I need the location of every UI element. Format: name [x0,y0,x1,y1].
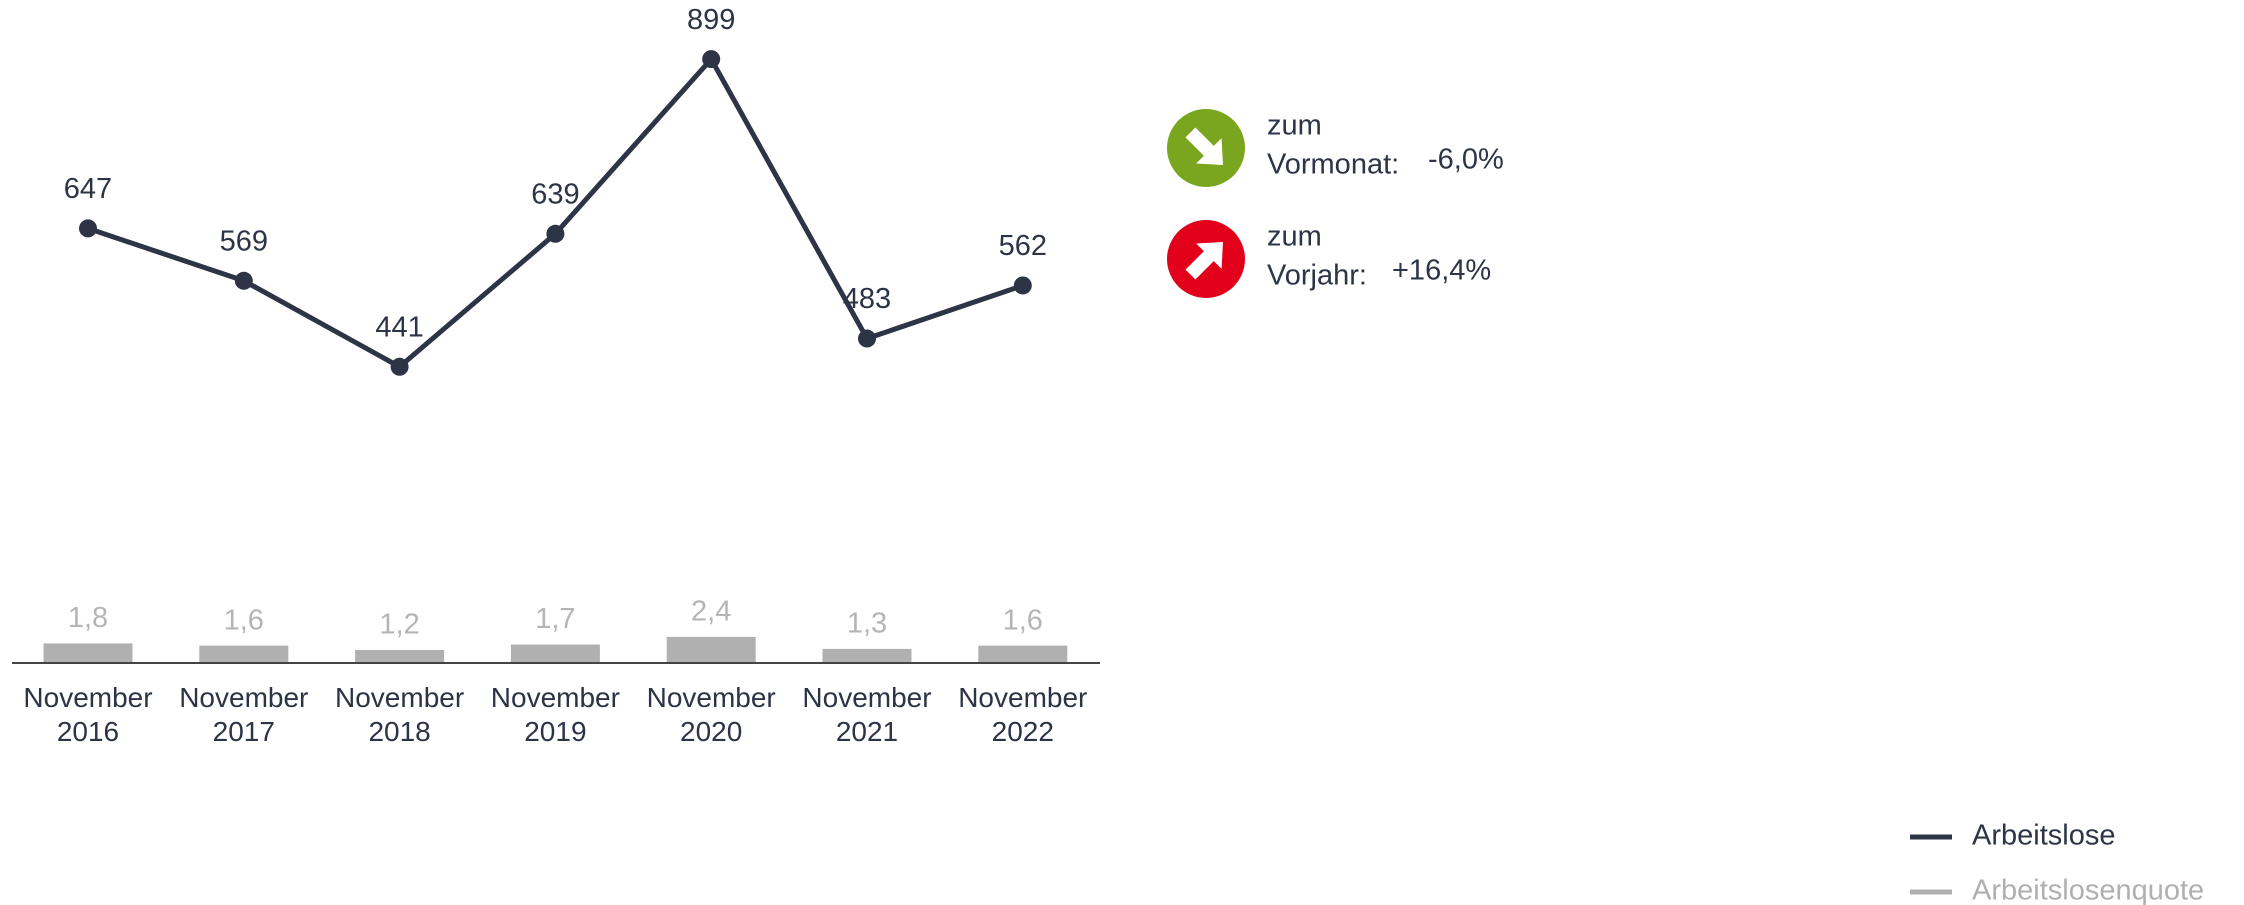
indicator-text: Vorjahr: [1267,260,1367,292]
point [1013,276,1032,295]
bar [355,649,445,663]
indicator-value: -6,0% [1428,144,1504,176]
indicator-text: Vormonat: [1267,149,1399,181]
x-tick-label: November 2020 [646,682,776,747]
point [858,329,876,348]
point [234,271,253,290]
bar [822,648,912,663]
bar-label: 1,6 [1003,604,1043,636]
point-label: 639 [531,178,579,210]
point [702,50,721,69]
indicator-arrow [1185,242,1223,280]
bar-label: 1,6 [224,604,264,636]
point-label: 562 [999,230,1047,262]
point-label: 441 [375,311,423,343]
line [87,56,1024,370]
bar-label: 1,7 [535,603,575,635]
bar [978,645,1068,663]
bar-label: 1,3 [847,608,887,640]
point-label: 483 [843,283,891,315]
bar [510,644,600,663]
x-tick-label: November 2016 [23,682,153,747]
legend-label: Arbeitslosenquote [1972,875,2204,905]
bar-label: 2,4 [691,596,731,628]
indicator-value: +16,4% [1392,255,1491,287]
bar [666,636,756,663]
legend-label: Arbeitslose [1972,820,2115,852]
x-tick-label: November 2022 [958,682,1088,747]
point-label: 569 [220,225,268,257]
point-label: 899 [687,4,735,36]
point [390,357,409,376]
bar [43,643,133,663]
x-tick-label: November 2017 [179,682,309,747]
x-tick-label: November 2019 [490,682,620,747]
indicator-text: zum [1267,110,1322,142]
point [546,224,565,243]
indicator-text: zum [1267,221,1322,253]
bar-label: 1,8 [68,602,108,634]
point [79,219,97,238]
point-label: 647 [64,173,112,205]
x-tick-label: November 2018 [335,682,465,747]
bar-label: 1,2 [379,609,419,641]
x-tick-label: November 2021 [802,682,932,747]
bar [199,645,289,663]
indicator-arrow [1185,127,1223,165]
